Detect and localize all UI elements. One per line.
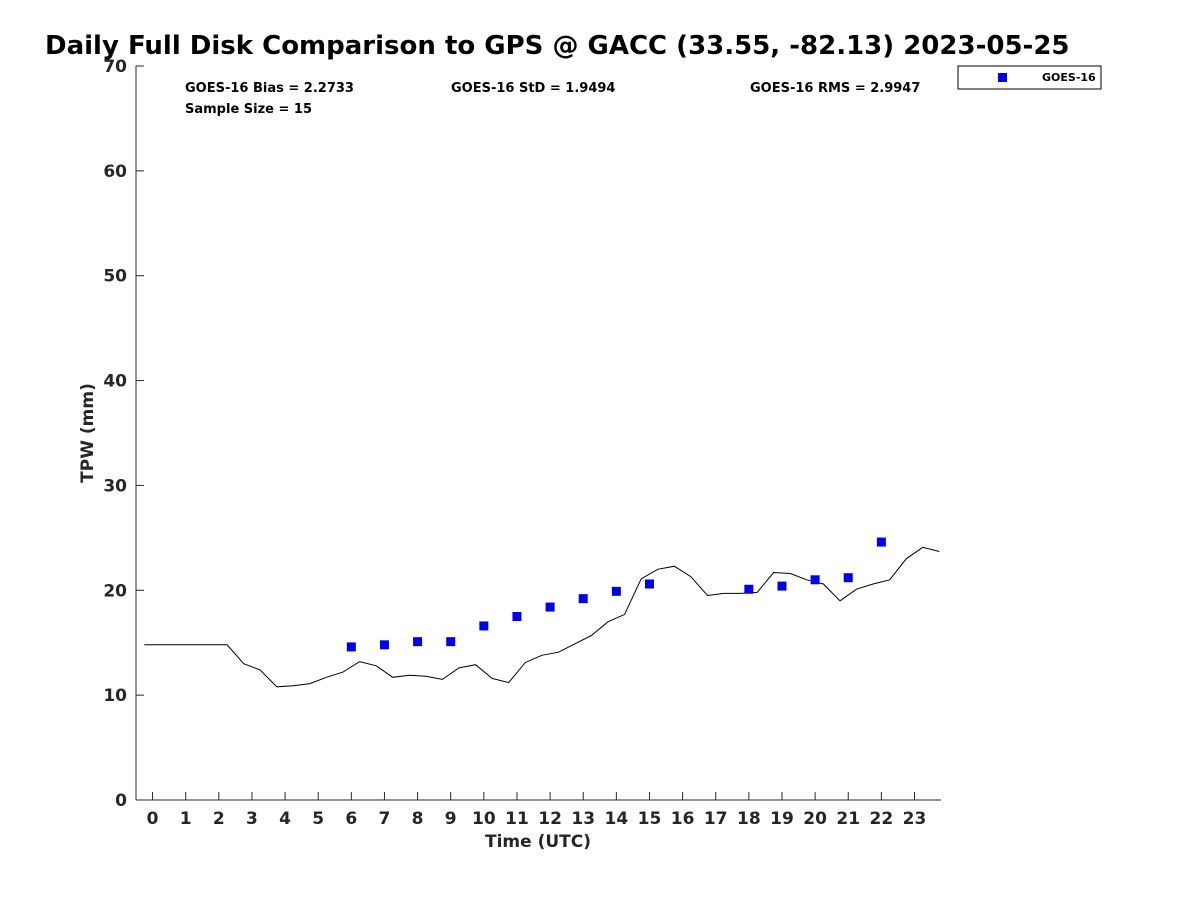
std-stat: GOES-16 StD = 1.9494: [451, 81, 615, 96]
y-tick-label: 60: [103, 162, 127, 182]
bias-stat: GOES-16 Bias = 2.2733: [185, 81, 354, 96]
x-tick-label: 15: [638, 809, 662, 829]
x-tick-label: 22: [870, 809, 894, 829]
x-tick-label: 8: [412, 809, 424, 829]
x-tick-label: 20: [803, 809, 827, 829]
y-tick-label: 0: [115, 791, 127, 811]
rms-stat: GOES-16 RMS = 2.9947: [750, 81, 920, 96]
legend-label: GOES-16: [1042, 71, 1096, 84]
y-tick-label: 10: [103, 686, 127, 706]
y-tick-label: 40: [103, 372, 127, 392]
x-tick-label: 9: [445, 809, 457, 829]
ticks: 0 1 2 3 4 5 6 7 8 9 10 11 12 13 14 15 16 17 18 19 20 21 22 2301…: [103, 57, 926, 829]
y-tick-label: 30: [103, 476, 127, 496]
goes16-data-point: [578, 594, 588, 604]
x-tick-label: 18: [737, 809, 761, 829]
goes16-data-point: [545, 602, 555, 612]
goes16-data-point: [777, 581, 787, 591]
x-tick-label: 16: [671, 809, 695, 829]
goes16-data-point: [346, 642, 356, 652]
x-tick-label: 17: [704, 809, 728, 829]
x-tick-label: 5: [312, 809, 324, 829]
legend: GOES-16: [957, 65, 1102, 90]
axes: [135, 66, 941, 801]
y-tick-label: 50: [103, 267, 127, 287]
x-tick-label: 21: [836, 809, 860, 829]
x-tick-label: 14: [605, 809, 629, 829]
y-tick-label: 20: [103, 581, 127, 601]
x-tick-label: 3: [246, 809, 258, 829]
x-tick-label: 7: [379, 809, 391, 829]
x-tick-label: 11: [505, 809, 529, 829]
x-tick-label: 23: [903, 809, 927, 829]
sample-size-stat: Sample Size = 15: [185, 102, 312, 117]
goes16-data-point: [876, 537, 886, 547]
goes16-markers-layer: [346, 537, 886, 652]
goes16-data-point: [479, 621, 489, 631]
x-tick-label: 0: [147, 809, 159, 829]
y-tick-label: 70: [103, 57, 127, 77]
gps-line-layer: [144, 546, 940, 688]
x-tick-label: 2: [213, 809, 225, 829]
goes16-data-point: [810, 575, 820, 585]
goes16-data-point: [413, 637, 423, 647]
x-axis-label: Time (UTC): [485, 832, 591, 852]
x-tick-label: 12: [538, 809, 562, 829]
x-tick-label: 13: [571, 809, 595, 829]
x-tick-label: 6: [345, 809, 357, 829]
goes16-data-point: [512, 612, 522, 621]
goes16-data-point: [843, 573, 853, 583]
legend-marker: [998, 73, 1007, 82]
goes16-data-point: [446, 637, 456, 647]
x-tick-label: 10: [472, 809, 496, 829]
goes16-data-point: [611, 586, 621, 596]
x-tick-label: 4: [279, 809, 291, 829]
x-tick-label: 1: [180, 809, 192, 829]
legend-box: [957, 65, 1102, 90]
goes16-data-point: [644, 579, 654, 589]
goes16-data-point: [744, 584, 754, 594]
chart-title: Daily Full Disk Comparison to GPS @ GACC…: [45, 31, 1070, 61]
goes16-data-point: [379, 640, 389, 650]
x-tick-label: 19: [770, 809, 794, 829]
y-axis-label: TPW (mm): [78, 383, 98, 483]
gps-tpw-line: [144, 546, 940, 688]
